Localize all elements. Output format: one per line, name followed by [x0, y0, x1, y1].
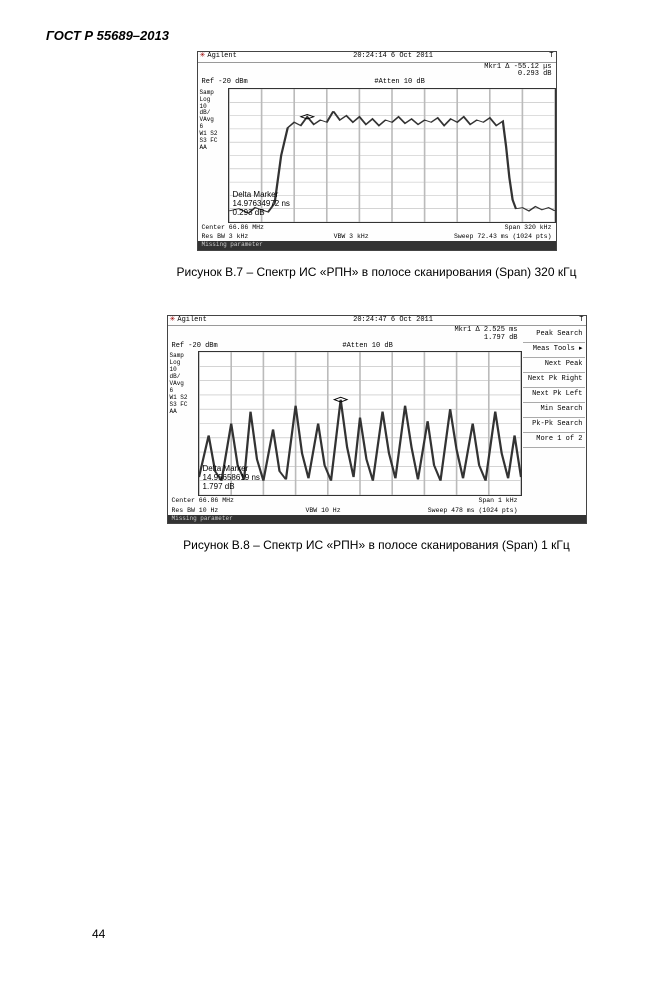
vbw-label: VBW 3 kHz — [334, 233, 369, 240]
rbw-label: Res BW 10 Hz — [172, 507, 219, 514]
delta-marker-readout: Delta Marker 14.95658619 ns 1.797 dB — [203, 465, 260, 491]
softkey-menu: Peak SearchMeas Tools ▸Next PeakNext Pk … — [522, 326, 586, 514]
figure-b8: Agilent 20:24:47 6 Oct 2011 T Mkr1 Δ 2.5… — [46, 315, 661, 553]
trig-label: T — [549, 53, 553, 61]
left-axis-labels: SampLog10dB/VAvg6W1 S2S3 FCAA — [198, 88, 228, 223]
sweep-label: Sweep 72.43 ms (1024 pts) — [454, 233, 552, 240]
sweep-label: Sweep 478 ms (1024 pts) — [428, 507, 518, 514]
page-number: 44 — [92, 927, 105, 941]
marker-label: Mkr1 Δ — [454, 326, 479, 334]
atten-label: #Atten 10 dB — [374, 79, 424, 87]
axis-label: VAvg — [200, 117, 226, 124]
axis-label: VAvg — [170, 381, 196, 388]
softkey-button[interactable]: Peak Search — [523, 328, 585, 343]
analyzer-screenshot-b7: Agilent 20:24:14 6 Oct 2011 T Mkr1 Δ -55… — [197, 51, 557, 251]
marker-value2: 0.293 dB — [518, 70, 552, 78]
softkey-button[interactable]: Meas Tools ▸ — [523, 343, 585, 358]
span-label: Span 320 kHz — [505, 224, 552, 231]
ref-level: Ref -20 dBm — [202, 79, 248, 87]
softkey-button[interactable]: More 1 of 2 — [523, 433, 585, 448]
brand-label: Agilent — [200, 53, 237, 61]
figure-b7-caption: Рисунок В.7 – Спектр ИС «РПН» в полосе с… — [46, 265, 661, 279]
delta-marker-readout: Delta Marker 14.97634972 ns 0.293 dB — [233, 191, 290, 217]
softkey-button[interactable]: Next Pk Right — [523, 373, 585, 388]
softkey-button[interactable]: Next Peak — [523, 358, 585, 373]
trig-label: T — [579, 317, 583, 325]
axis-label: AA — [170, 409, 196, 416]
datetime-label: 20:24:47 6 Oct 2011 — [353, 317, 433, 325]
vbw-label: VBW 10 Hz — [305, 507, 340, 514]
atten-label: #Atten 10 dB — [342, 343, 392, 351]
softkey-button[interactable]: Min Search — [523, 403, 585, 418]
center-freq: Center 66.86 MHz — [172, 497, 234, 504]
softkey-button[interactable]: Next Pk Left — [523, 388, 585, 403]
left-axis-labels: SampLog10dB/VAvg6W1 S2S3 FCAA — [168, 351, 198, 496]
axis-label: AA — [200, 145, 226, 152]
span-label: Span 1 kHz — [478, 497, 517, 504]
figure-b8-caption: Рисунок В.8 – Спектр ИС «РПН» в полосе с… — [46, 538, 661, 552]
brand-label: Agilent — [170, 317, 207, 325]
document-standard-header: ГОСТ Р 55689–2013 — [46, 28, 661, 43]
spectrum-plot: Delta Marker 14.97634972 ns 0.293 dB — [228, 88, 556, 223]
figure-b7: Agilent 20:24:14 6 Oct 2011 T Mkr1 Δ -55… — [46, 51, 661, 279]
rbw-label: Res BW 3 kHz — [202, 233, 249, 240]
marker-value2: 1.797 dB — [484, 334, 518, 342]
spectrum-plot: Delta Marker 14.95658619 ns 1.797 dB — [198, 351, 522, 496]
softkey-button[interactable]: Pk-Pk Search — [523, 418, 585, 433]
analyzer-screenshot-b8: Agilent 20:24:47 6 Oct 2011 T Mkr1 Δ 2.5… — [167, 315, 587, 525]
status-bar: Missing parameter — [168, 515, 586, 524]
status-bar: Missing parameter — [198, 241, 556, 250]
marker-label: Mkr1 Δ — [484, 63, 509, 71]
center-freq: Center 66.86 MHz — [202, 224, 264, 231]
ref-level: Ref -20 dBm — [172, 343, 218, 351]
datetime-label: 20:24:14 6 Oct 2011 — [353, 53, 433, 61]
